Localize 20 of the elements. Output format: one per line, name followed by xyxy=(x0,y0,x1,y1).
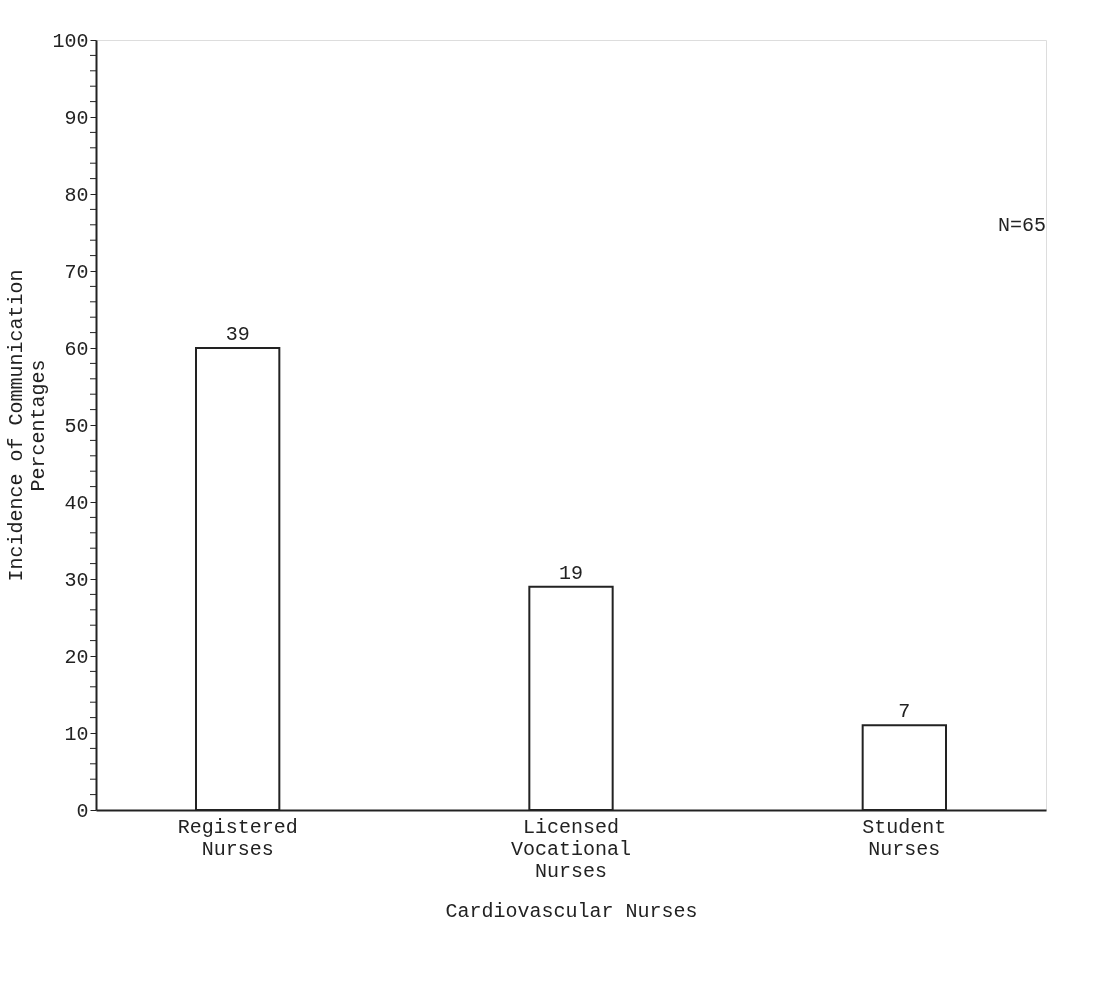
y-tick-label: 70 xyxy=(64,260,89,284)
y-tick-label: 80 xyxy=(64,183,89,207)
y-tick-label: 90 xyxy=(64,106,89,130)
annotation: 19 xyxy=(558,561,584,585)
y-tick-label: 100 xyxy=(52,29,89,53)
x-tick-label: Licensed Vocational Nurses xyxy=(510,815,632,883)
annotation: N=65 xyxy=(997,214,1046,237)
y-tick-label: 40 xyxy=(64,491,89,515)
y-tick-label: 20 xyxy=(64,645,89,669)
y-tick-label: 0 xyxy=(76,799,89,823)
x-axis-title: Cardiovascular Nurses xyxy=(445,899,698,923)
x-tick-label: Registered Nurses xyxy=(177,815,298,861)
y-axis-title: Incidence of Communication Percentages xyxy=(5,269,51,582)
annotation: 7 xyxy=(898,700,911,724)
y-tick-label: 60 xyxy=(64,337,89,361)
annotation: 39 xyxy=(225,323,250,346)
y-tick-label: 10 xyxy=(64,722,89,746)
y-tick-label: 50 xyxy=(64,414,89,438)
x-tick-label: Student Nurses xyxy=(862,815,947,861)
y-tick-label: 30 xyxy=(64,568,89,592)
